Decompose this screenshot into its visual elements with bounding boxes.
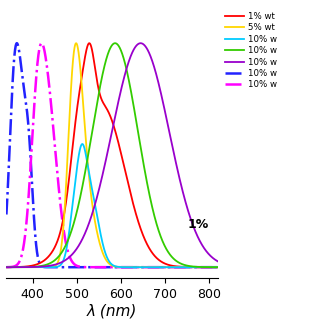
X-axis label: λ (nm): λ (nm) (87, 304, 137, 319)
Legend: 1% wt, 5% wt, 10% w, 10% w, 10% w, 10% w, 10% w: 1% wt, 5% wt, 10% w, 10% w, 10% w, 10% w… (222, 9, 280, 93)
Text: 1%: 1% (187, 218, 208, 231)
